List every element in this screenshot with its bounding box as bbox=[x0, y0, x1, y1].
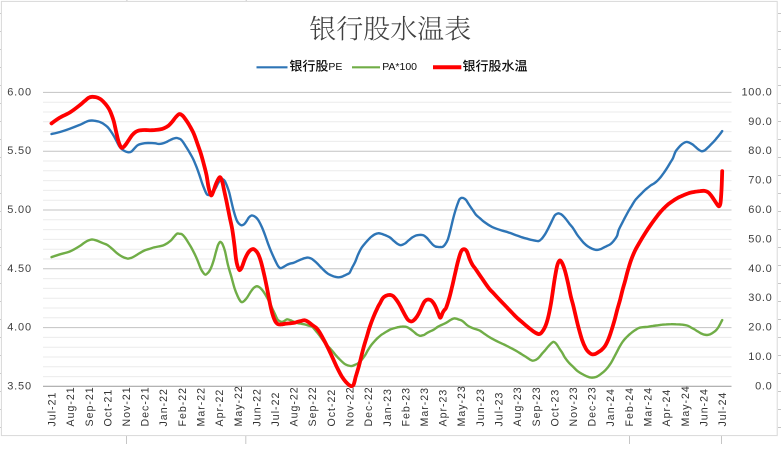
svg-text:70.0: 70.0 bbox=[748, 175, 772, 187]
svg-text:10.0: 10.0 bbox=[748, 351, 772, 363]
svg-text:40.0: 40.0 bbox=[748, 263, 772, 275]
svg-text:PE: PE bbox=[328, 61, 342, 73]
svg-text:Jul-23: Jul-23 bbox=[494, 392, 506, 427]
svg-text:Mar-23: Mar-23 bbox=[419, 387, 431, 427]
svg-text:Oct-21: Oct-21 bbox=[102, 389, 114, 427]
svg-text:Jan-23: Jan-23 bbox=[382, 388, 394, 426]
svg-text:0.0: 0.0 bbox=[755, 380, 772, 392]
svg-text:Feb-23: Feb-23 bbox=[400, 387, 412, 427]
svg-text:80.0: 80.0 bbox=[748, 145, 772, 157]
svg-text:Sep-23: Sep-23 bbox=[531, 386, 543, 426]
svg-text:May-22: May-22 bbox=[233, 385, 245, 426]
svg-text:May-23: May-23 bbox=[456, 385, 468, 426]
svg-text:3.50: 3.50 bbox=[7, 380, 32, 392]
svg-text:Mar-24: Mar-24 bbox=[643, 387, 655, 427]
svg-text:Apr-23: Apr-23 bbox=[438, 389, 450, 427]
svg-text:4.50: 4.50 bbox=[7, 263, 32, 275]
svg-text:Mar-22: Mar-22 bbox=[196, 387, 208, 427]
svg-text:60.0: 60.0 bbox=[748, 204, 772, 216]
svg-text:Dec-21: Dec-21 bbox=[140, 386, 152, 426]
svg-text:Aug-21: Aug-21 bbox=[65, 386, 77, 426]
svg-text:Oct-23: Oct-23 bbox=[549, 389, 561, 427]
svg-text:30.0: 30.0 bbox=[748, 292, 772, 304]
svg-text:Jan-22: Jan-22 bbox=[158, 388, 170, 426]
svg-text:Dec-23: Dec-23 bbox=[587, 386, 599, 426]
svg-text:Apr-24: Apr-24 bbox=[661, 389, 673, 427]
svg-text:Dec-22: Dec-22 bbox=[363, 386, 375, 426]
svg-text:50.0: 50.0 bbox=[748, 233, 772, 245]
svg-text:Nov-22: Nov-22 bbox=[345, 386, 357, 426]
svg-text:Aug-22: Aug-22 bbox=[289, 386, 301, 426]
svg-text:PA*100: PA*100 bbox=[382, 61, 417, 73]
svg-text:Jun-22: Jun-22 bbox=[251, 388, 263, 426]
svg-text:Nov-21: Nov-21 bbox=[121, 386, 133, 426]
svg-text:Jan-24: Jan-24 bbox=[605, 388, 617, 426]
svg-text:Sep-22: Sep-22 bbox=[307, 386, 319, 426]
svg-text:Feb-22: Feb-22 bbox=[177, 387, 189, 427]
svg-text:5.50: 5.50 bbox=[7, 145, 32, 157]
svg-text:Oct-22: Oct-22 bbox=[326, 389, 338, 427]
svg-text:100.0: 100.0 bbox=[741, 86, 772, 98]
svg-text:Jul-22: Jul-22 bbox=[270, 392, 282, 427]
svg-text:Jul-21: Jul-21 bbox=[47, 392, 59, 427]
svg-text:Jun-24: Jun-24 bbox=[698, 388, 710, 426]
svg-text:Apr-22: Apr-22 bbox=[214, 389, 226, 427]
svg-text:5.00: 5.00 bbox=[7, 204, 32, 216]
svg-text:90.0: 90.0 bbox=[748, 116, 772, 128]
svg-text:6.00: 6.00 bbox=[7, 86, 32, 98]
svg-text:4.00: 4.00 bbox=[7, 322, 32, 334]
svg-text:20.0: 20.0 bbox=[748, 322, 772, 334]
svg-text:Jun-23: Jun-23 bbox=[475, 388, 487, 426]
svg-text:May-24: May-24 bbox=[680, 385, 692, 426]
svg-text:Nov-23: Nov-23 bbox=[568, 386, 580, 426]
svg-text:Aug-23: Aug-23 bbox=[512, 386, 524, 426]
svg-text:Sep-21: Sep-21 bbox=[84, 386, 96, 426]
svg-text:Jul-24: Jul-24 bbox=[717, 392, 729, 427]
svg-text:Feb-24: Feb-24 bbox=[624, 387, 636, 427]
